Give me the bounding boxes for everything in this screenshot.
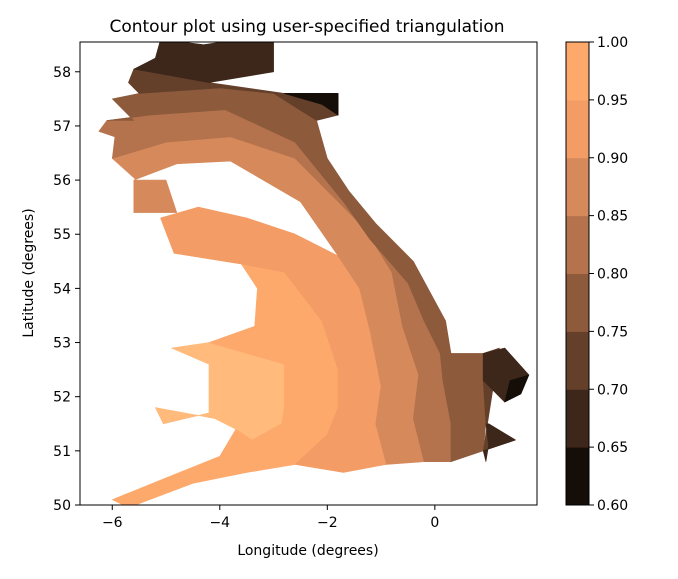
colorbar-band-5 — [566, 157, 589, 217]
colorbar-tick-label-4: 0.80 — [597, 267, 628, 283]
contour-regions — [98, 42, 530, 505]
y-tick-label-4: 54 — [53, 281, 71, 297]
y-axis-label: Latitude (degrees) — [21, 208, 37, 337]
y-tick-label-7: 57 — [53, 119, 71, 135]
contour-region-14 — [504, 374, 530, 403]
colorbar-band-3 — [566, 273, 589, 332]
x-tick-label-3: 0 — [430, 515, 439, 531]
colorbar-band-1 — [566, 389, 589, 448]
y-tick-label-3: 53 — [53, 336, 71, 352]
contour-region-10 — [482, 423, 516, 463]
colorbar-tick-label-0: 0.60 — [597, 498, 628, 514]
colorbar-band-4 — [566, 215, 589, 274]
x-tick-label-0: −6 — [102, 515, 123, 531]
y-tick-label-0: 50 — [53, 498, 71, 514]
y-tick-label-8: 58 — [53, 65, 71, 81]
colorbar-band-0 — [566, 447, 589, 506]
colorbar: 0.60 0.65 0.70 0.75 0.80 0.85 0.90 0.95 1.00 — [565, 35, 628, 514]
x-tick-label-2: −2 — [317, 515, 338, 531]
y-tick-label-5: 55 — [53, 227, 71, 243]
colorbar-tick-label-5: 0.85 — [597, 209, 628, 225]
colorbar-band-6 — [566, 99, 589, 159]
colorbar-tick-label-1: 0.65 — [597, 440, 628, 456]
chart-title: Contour plot using user-specified triang… — [109, 17, 504, 37]
y-tick-label-2: 52 — [53, 390, 71, 406]
y-axis: 50 51 52 53 54 55 56 57 58 — [53, 65, 80, 514]
colorbar-tick-label-3: 0.75 — [597, 324, 628, 340]
colorbar-tick-label-7: 0.95 — [597, 93, 628, 109]
plot-frame — [79, 41, 538, 506]
colorbar-tick-label-6: 0.90 — [597, 151, 628, 167]
y-tick-label-6: 56 — [53, 173, 71, 189]
colorbar-tick-label-8: 1.00 — [597, 35, 628, 51]
colorbar-tick-label-2: 0.70 — [597, 382, 628, 398]
contour-region-12 — [271, 42, 274, 43]
colorbar-band-2 — [566, 331, 589, 390]
y-tick-label-1: 51 — [53, 444, 71, 460]
x-axis-label: Longitude (degrees) — [237, 543, 378, 559]
x-tick-label-1: −4 — [209, 515, 230, 531]
colorbar-band-7 — [566, 42, 589, 101]
contour-region-8 — [133, 42, 274, 83]
x-axis: −6 −4 −2 0 — [102, 505, 439, 531]
contour-region-13 — [283, 93, 339, 116]
